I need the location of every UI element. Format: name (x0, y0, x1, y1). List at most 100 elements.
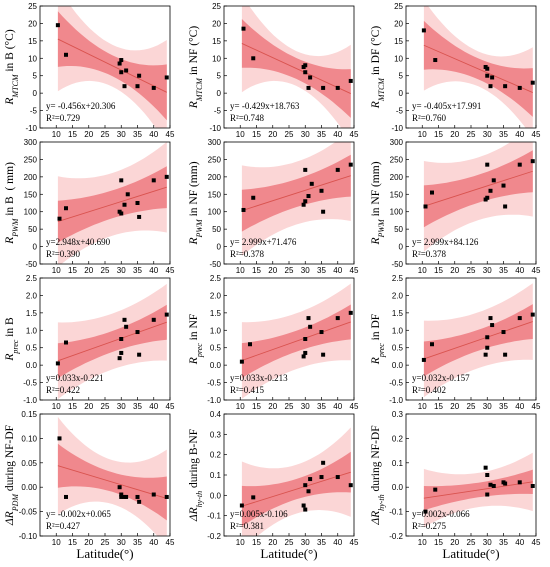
y-tick-label: -0.10 (19, 532, 38, 541)
x-tick-label: 35 (317, 130, 326, 139)
y-tick-label: -50 (391, 260, 403, 269)
y-tick-label: 250 (208, 155, 222, 164)
data-point (321, 209, 326, 214)
x-tick-label: 45 (166, 538, 175, 547)
x-tick-label: 40 (333, 266, 342, 275)
x-tick-label: 25 (285, 130, 294, 139)
x-tick-label: 25 (467, 266, 476, 275)
data-point (301, 503, 306, 508)
y-tick-label: 2.5 (26, 274, 38, 283)
x-tick-label: 40 (333, 538, 342, 547)
y-axis-label-part: in DF (370, 314, 382, 343)
data-point (503, 84, 508, 89)
data-point (483, 465, 488, 470)
y-tick-label: 200 (208, 173, 222, 182)
y-axis-label-part: during NF-DF (4, 425, 16, 494)
data-point (517, 85, 522, 90)
x-tick-label: 15 (434, 538, 443, 547)
x-tick-label: 40 (149, 538, 158, 547)
data-point (321, 352, 326, 357)
data-point (306, 194, 311, 199)
y-axis-label: RMTCM in DF (°C) (370, 26, 386, 110)
y-tick-label: 10 (212, 54, 221, 63)
x-tick-label: 35 (317, 266, 326, 275)
y-axis-label-part: PWM (195, 218, 204, 239)
x-tick-label: 40 (149, 402, 158, 411)
data-point (122, 202, 127, 207)
regression-line (423, 481, 533, 499)
y-axis-label: ΔRPDM during NF-DF (4, 425, 20, 526)
regression-line (57, 38, 167, 93)
x-tick-label: 45 (350, 266, 359, 275)
x-tick-label: 40 (149, 130, 158, 139)
data-point (135, 201, 140, 205)
y-tick-label: 0.0 (210, 491, 222, 500)
y-tick-label: 1.5 (26, 309, 38, 318)
x-tick-label: 40 (149, 266, 158, 275)
data-point (301, 354, 306, 359)
y-axis-label-part: R (370, 101, 382, 109)
x-tick-label: 20 (450, 538, 459, 547)
data-point (485, 73, 490, 78)
x-tick-label: 20 (268, 538, 277, 547)
x-tick-label: 25 (467, 402, 476, 411)
data-point (117, 61, 122, 66)
x-tick-label: 40 (515, 266, 524, 275)
data-point (164, 494, 169, 499)
y-axis-label-part: prec (11, 339, 20, 354)
data-point (137, 499, 142, 504)
x-tick-label: 20 (450, 266, 459, 275)
y-tick-label: 0 (33, 243, 38, 252)
x-tick-label: 20 (450, 402, 459, 411)
x-tick-label: 10 (52, 402, 61, 411)
data-point (248, 342, 252, 347)
regression-line (423, 321, 533, 360)
y-axis-label-part: in NF (mm) (370, 161, 382, 219)
y-axis-label: RMTCM in B (°C) (4, 29, 20, 105)
x-tick-label: 25 (285, 266, 294, 275)
data-point (485, 162, 490, 167)
y-tick-label: 20 (212, 19, 221, 28)
y-axis-label-part: hy-th (195, 491, 204, 507)
data-point (321, 460, 326, 465)
data-point (485, 492, 490, 497)
y-tick-label: 1.5 (210, 309, 222, 318)
data-point (335, 316, 340, 321)
x-tick-label: 25 (467, 538, 476, 547)
x-tick-label: 15 (434, 402, 443, 411)
x-tick-label: 20 (268, 266, 277, 275)
data-point (421, 28, 426, 33)
data-point (306, 85, 311, 90)
y-axis-label-part: MTCM (377, 77, 386, 102)
regression-equation: y=0.005x-0.106 (230, 509, 288, 519)
data-point (306, 316, 311, 321)
y-axis-label-part: R (4, 98, 16, 106)
x-tick-label: 45 (532, 402, 541, 411)
y-tick-label: 0.1 (392, 459, 404, 468)
y-axis-label: RPWM in B ( mm) (4, 162, 20, 245)
y-axis-label-part: in NF (188, 314, 200, 343)
y-tick-label: -10 (25, 124, 37, 133)
data-point (348, 483, 353, 488)
data-point (239, 359, 244, 364)
r-squared: R²=0.760 (412, 113, 447, 123)
x-tick-label: 15 (68, 130, 77, 139)
data-point (423, 204, 428, 209)
x-tick-label: 35 (499, 266, 508, 275)
x-tick-label: 25 (467, 130, 476, 139)
x-tick-label: 45 (532, 538, 541, 547)
regression-equation: y= -0.429x+18.763 (230, 101, 300, 111)
data-point (433, 58, 438, 63)
data-point (57, 436, 62, 441)
y-axis-label-part: R (4, 354, 16, 362)
data-point (151, 85, 156, 90)
x-tick-label: 25 (101, 130, 110, 139)
data-point (488, 84, 493, 89)
x-tick-label: 20 (84, 402, 93, 411)
x-tick-label: 30 (301, 266, 310, 275)
x-tick-label: 30 (301, 538, 310, 547)
y-axis-label-part: MTCM (11, 73, 20, 98)
x-tick-label: 35 (133, 266, 142, 275)
y-axis-label-part: in B ( mm) (4, 162, 16, 219)
y-tick-label: 25 (394, 2, 403, 11)
